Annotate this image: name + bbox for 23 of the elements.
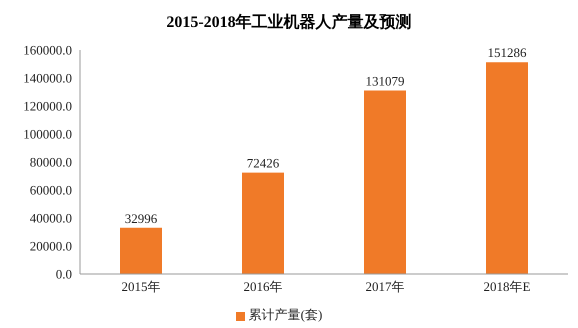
chart-title: 2015-2018年工业机器人产量及预测 <box>165 12 413 33</box>
data-label: 131079 <box>366 73 404 88</box>
x-tick-label: 2017年 <box>366 279 404 294</box>
data-label: 72426 <box>246 156 280 171</box>
y-tick-label: 20000.0 <box>30 238 72 254</box>
bar <box>486 62 528 274</box>
bar <box>364 90 406 274</box>
y-tick-label: 120000.0 <box>23 98 72 114</box>
y-tick-label: 80000.0 <box>30 154 72 170</box>
x-tick-label: 2018年E <box>484 279 531 294</box>
y-tick-label: 140000.0 <box>23 70 72 86</box>
bar <box>120 228 162 274</box>
y-tick-label: 60000.0 <box>30 182 72 198</box>
bar <box>242 172 284 274</box>
legend-label: 累计产量(套) <box>248 307 322 322</box>
y-tick-label: 160000.0 <box>23 42 72 58</box>
y-tick-label: 0.0 <box>56 266 72 282</box>
x-tick-label: 2016年 <box>244 279 282 294</box>
data-label: 151286 <box>488 45 527 60</box>
data-label: 32996 <box>124 210 158 226</box>
y-tick-label: 40000.0 <box>30 210 72 226</box>
x-tick-label: 2015年 <box>122 279 160 294</box>
y-tick-label: 100000.0 <box>23 126 72 142</box>
